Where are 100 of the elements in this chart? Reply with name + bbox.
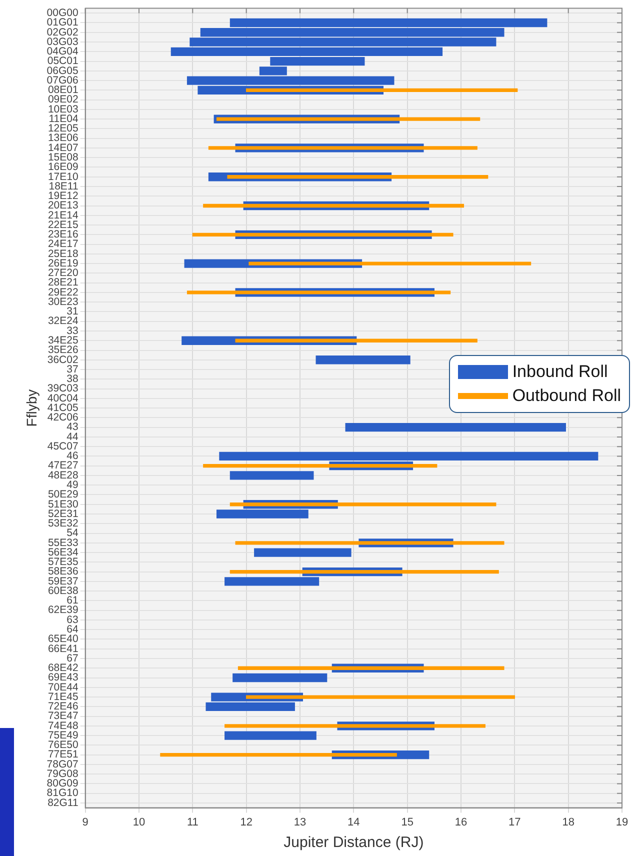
y-tick-label: 50E29 xyxy=(48,488,78,501)
y-tick-label: 54 xyxy=(66,527,78,540)
bar xyxy=(224,731,316,740)
y-tick-label: 66E41 xyxy=(48,642,78,655)
bar xyxy=(208,146,478,150)
x-tick-label: 9 xyxy=(82,816,88,828)
bar xyxy=(203,204,464,208)
bar xyxy=(227,175,488,179)
y-tick-label: 57E35 xyxy=(48,556,78,568)
y-tick-label: 41C05 xyxy=(47,402,78,414)
y-tick-label: 06G05 xyxy=(46,64,78,77)
bar xyxy=(160,752,397,757)
y-tick-label: 73E47 xyxy=(48,710,78,722)
y-tick-label: 49 xyxy=(66,479,78,491)
y-tick-label: 14E07 xyxy=(48,142,78,154)
y-tick-label: 16E09 xyxy=(48,161,78,174)
y-tick-label: 17E10 xyxy=(48,170,78,183)
y-tick-label: 05C01 xyxy=(47,55,78,68)
legend-label: Outbound Roll xyxy=(512,386,621,406)
x-tick-label: 16 xyxy=(454,816,468,828)
y-tick-label: 10E03 xyxy=(48,103,78,116)
legend-label: Inbound Roll xyxy=(512,362,608,382)
y-tick-label: 72E46 xyxy=(48,700,78,713)
y-tick-label: 68E42 xyxy=(48,662,78,674)
y-tick-label: 43 xyxy=(66,421,78,434)
y-tick-label: 71E45 xyxy=(48,690,78,703)
bar xyxy=(345,422,566,432)
y-tick-label: 23E16 xyxy=(48,228,78,241)
y-tick-label: 38 xyxy=(66,373,78,386)
y-tick-label: 46 xyxy=(66,450,78,462)
y-tick-label: 00G00 xyxy=(46,7,78,20)
y-tick-label: 09E02 xyxy=(48,94,78,106)
y-tick-label: 63 xyxy=(66,614,78,626)
y-tick-label: 78G07 xyxy=(46,758,78,770)
x-tick-label: 14 xyxy=(348,816,360,828)
y-tick-label: 47E27 xyxy=(48,460,78,472)
bar xyxy=(203,464,438,468)
bar xyxy=(316,356,410,364)
y-tick-label: 11E04 xyxy=(48,112,78,125)
x-tick-label: 10 xyxy=(132,816,146,828)
y-tick-label: 40C04 xyxy=(47,392,78,404)
x-tick-label: 17 xyxy=(508,816,521,828)
y-tick-label: 26E19 xyxy=(48,257,78,270)
y-tick-label: 22E15 xyxy=(48,218,78,231)
y-tick-label: 60E38 xyxy=(48,584,78,597)
y-tick-label: 31 xyxy=(66,306,78,318)
y-tick-label: 15E08 xyxy=(48,151,78,164)
y-tick-label: 70E44 xyxy=(48,681,78,694)
bar xyxy=(246,695,515,699)
y-tick-label: 21E14 xyxy=(48,209,78,222)
y-tick-label: 32E24 xyxy=(48,315,78,328)
y-tick-label: 67 xyxy=(66,652,78,664)
y-tick-label: 34E25 xyxy=(48,334,78,347)
y-axis-title: Fflyby xyxy=(23,389,40,427)
y-tick-label: 08E01 xyxy=(48,84,78,96)
y-tick-label: 39C03 xyxy=(47,382,78,395)
y-tick-label: 20E13 xyxy=(48,200,78,212)
y-tick-label: 02G02 xyxy=(46,26,78,38)
y-tick-label: 01G01 xyxy=(46,16,78,29)
y-tick-label: 29E22 xyxy=(48,286,78,298)
y-tick-label: 12E05 xyxy=(48,122,78,135)
x-tick-label: 15 xyxy=(401,816,414,828)
y-tick-label: 07G06 xyxy=(46,74,78,86)
y-tick-label: 19E12 xyxy=(48,190,78,202)
y-tick-label: 33 xyxy=(66,324,78,337)
bar xyxy=(192,232,454,236)
y-tick-label: 45C07 xyxy=(47,440,78,452)
x-tick-label: 18 xyxy=(562,816,574,828)
y-tick-label: 81G10 xyxy=(46,787,78,800)
bar xyxy=(235,541,504,545)
y-tick-label: 82G11 xyxy=(48,796,78,809)
y-tick-label: 42C06 xyxy=(47,412,78,424)
bar xyxy=(230,570,499,574)
bar xyxy=(232,673,328,682)
y-tick-label: 30E23 xyxy=(48,296,78,308)
y-tick-label: 27E20 xyxy=(48,267,78,280)
y-tick-label: 59E37 xyxy=(48,575,78,588)
y-tick-label: 61 xyxy=(66,594,78,607)
bar xyxy=(238,666,504,670)
y-tick-label: 36C02 xyxy=(47,354,78,366)
x-tick-label: 19 xyxy=(616,816,628,828)
bar xyxy=(230,502,496,506)
y-tick-label: 48E28 xyxy=(48,469,78,482)
y-tick-label: 13E06 xyxy=(48,132,78,144)
y-tick-label: 25E18 xyxy=(48,248,78,260)
y-tick-label: 80G09 xyxy=(46,778,78,790)
y-tick-label: 74E48 xyxy=(48,720,78,732)
y-tick-label: 77E51 xyxy=(48,748,78,761)
x-tick-label: 11 xyxy=(186,816,198,828)
y-tick-label: 62E39 xyxy=(48,604,78,616)
y-tick-label: 56E34 xyxy=(48,546,78,558)
y-tick-label: 55E33 xyxy=(48,536,78,549)
y-tick-label: 18E11 xyxy=(48,180,78,192)
y-tick-label: 28E21 xyxy=(48,276,78,289)
bar xyxy=(224,724,486,728)
y-tick-label: 52E31 xyxy=(48,508,78,520)
y-tick-label: 44 xyxy=(66,430,78,443)
y-tick-label: 53E32 xyxy=(48,518,78,530)
x-tick-label: 12 xyxy=(240,816,252,828)
y-tick-label: 51E30 xyxy=(48,498,78,510)
